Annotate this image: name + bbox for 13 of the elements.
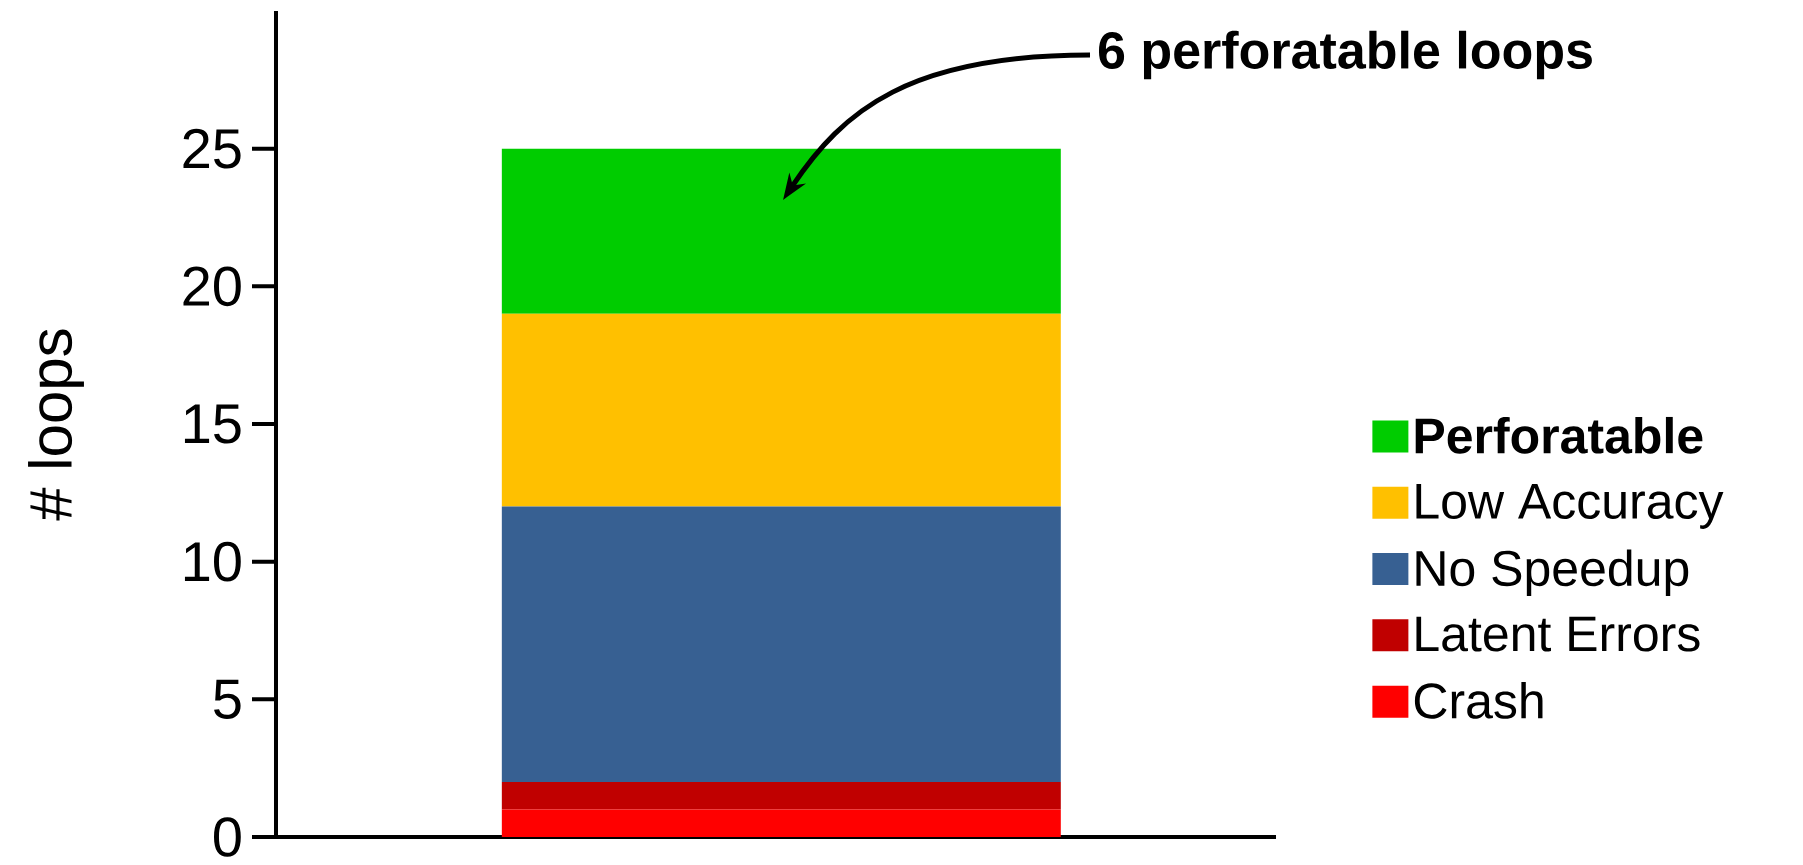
y-tick-label: 5 [214,679,241,719]
legend-label: Crash [1414,682,1543,719]
annotation: 6 perforatable loops [1098,30,1592,80]
y-tick-label: 20 [183,266,241,307]
legend-label: Perforatable [1415,416,1703,454]
y-tick-label: 0 [214,817,241,857]
legend-label: No Speedup [1416,549,1689,597]
y-tick-label: 10 [184,541,241,582]
y-axis-title: # loops [28,329,84,521]
legend-label: Low Accuracy [1416,484,1724,529]
legend-label: Latent Errors [1416,616,1700,652]
y-tick-label: 25 [183,128,241,169]
y-tick-label: 15 [184,404,241,444]
